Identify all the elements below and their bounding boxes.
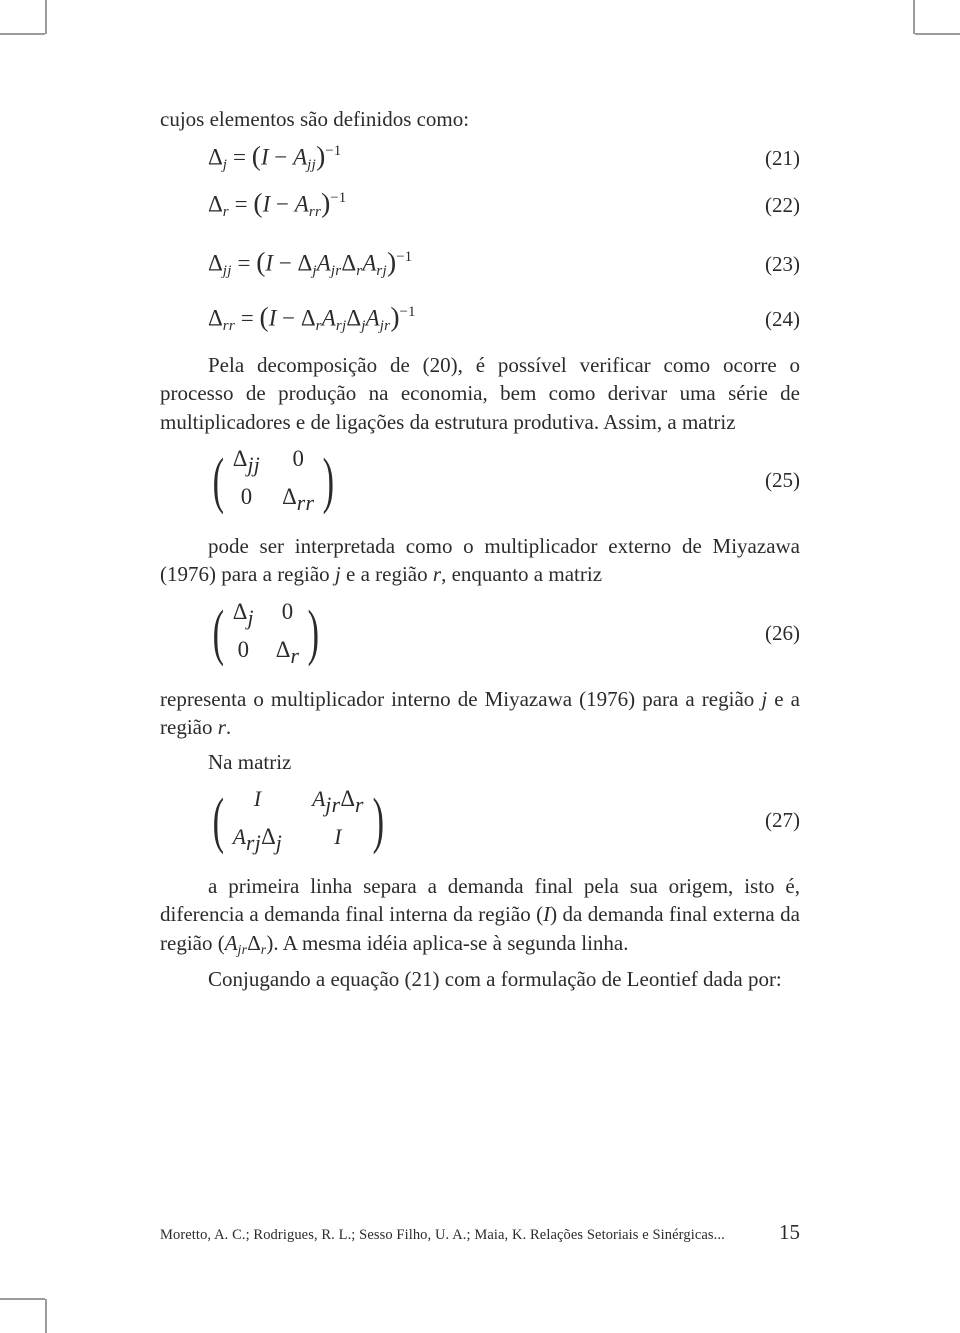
equation-23: Δjj = (I − ΔjAjrΔrArj)−1 (23) xyxy=(160,249,800,280)
page-body: cujos elementos são definidos como: Δj =… xyxy=(160,105,800,999)
equation-number: (25) xyxy=(747,468,800,493)
equation-number: (21) xyxy=(747,146,800,171)
text-run: representa o multiplicador interno de Mi… xyxy=(160,687,761,711)
equation-number: (24) xyxy=(747,307,800,332)
equation-22: Δr = (I − Arr)−1 (22) xyxy=(160,190,800,221)
footer-citation: Moretto, A. C.; Rodrigues, R. L.; Sesso … xyxy=(160,1227,725,1244)
paragraph: representa o multiplicador interno de Mi… xyxy=(160,685,800,742)
paragraph: Pela decomposição de (20), é possível ve… xyxy=(160,351,800,436)
text-run: enquanto a matriz xyxy=(446,562,602,586)
paragraph: pode ser interpretada como o multiplicad… xyxy=(160,532,800,589)
paragraph: Conjugando a equação (21) com a formulaç… xyxy=(160,965,800,993)
equation-number: (22) xyxy=(747,193,800,218)
crop-mark xyxy=(45,0,47,34)
paragraph: Na matriz xyxy=(160,748,800,776)
equation-21: Δj = (I − Ajj)−1 (21) xyxy=(160,143,800,174)
crop-mark xyxy=(913,0,915,34)
text-run: e a região xyxy=(341,562,433,586)
equation-number: (23) xyxy=(747,252,800,277)
math-inline: r xyxy=(433,562,441,586)
crop-mark xyxy=(0,33,45,35)
crop-mark xyxy=(915,33,960,35)
text-run: . xyxy=(226,715,231,739)
equation-number: (26) xyxy=(747,621,800,646)
paragraph: cujos elementos são definidos como: xyxy=(160,105,800,133)
crop-mark xyxy=(0,1298,45,1300)
equation-25: ( Δjj0 0Δrr ) (25) xyxy=(160,446,800,516)
crop-mark xyxy=(45,1299,47,1333)
math-inline: AjrΔr xyxy=(225,931,267,955)
paragraph: a primeira linha separa a demanda final … xyxy=(160,872,800,959)
text-run: ). A mesma idéia aplica-se à segunda lin… xyxy=(266,931,628,955)
equation-number: (27) xyxy=(747,808,800,833)
equation-26: ( Δj0 0Δr ) (26) xyxy=(160,599,800,669)
math-inline: r xyxy=(218,715,226,739)
page-number: 15 xyxy=(779,1220,800,1245)
equation-27: ( I AjrΔr ArjΔj I ) (27) xyxy=(160,786,800,856)
equation-24: Δrr = (I − ΔrArjΔjAjr)−1 (24) xyxy=(160,304,800,335)
page-footer: Moretto, A. C.; Rodrigues, R. L.; Sesso … xyxy=(160,1220,800,1245)
